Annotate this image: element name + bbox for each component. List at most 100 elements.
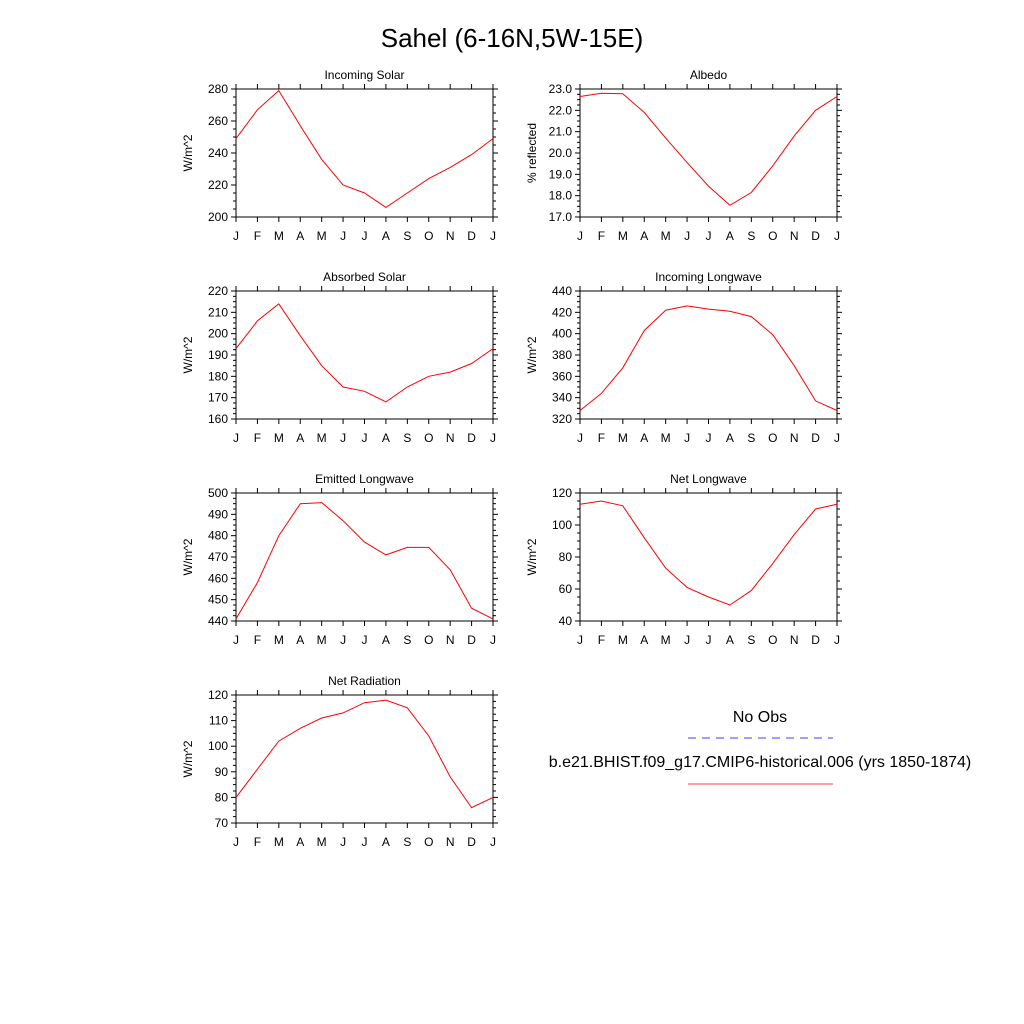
plot-frame	[235, 88, 494, 218]
x-tick-label: D	[467, 633, 476, 647]
y-tick-label: 80	[215, 790, 229, 804]
y-axis-label: W/m^2	[181, 134, 195, 171]
x-tick-label: O	[424, 835, 433, 849]
x-tick-label: F	[598, 229, 605, 243]
series-line	[579, 92, 838, 206]
y-tick-label: 480	[208, 529, 228, 543]
x-tick-label: M	[274, 431, 284, 445]
y-tick-label: 220	[208, 284, 228, 298]
x-tick-label: J	[490, 229, 496, 243]
series-line	[235, 699, 494, 809]
y-tick-label: 19.0	[549, 167, 573, 181]
y-axis-label: W/m^2	[525, 336, 539, 373]
x-tick-label: N	[446, 431, 455, 445]
x-tick-label: A	[296, 431, 304, 445]
y-tick-label: 200	[208, 327, 228, 341]
x-tick-label: M	[618, 229, 628, 243]
y-tick-label: 17.0	[549, 210, 573, 224]
chart-panel: Absorbed Solar W/m^2 160 170 180 190 200 210 220…	[181, 270, 498, 445]
x-tick-label: N	[790, 633, 799, 647]
chart-title: Incoming Longwave	[655, 270, 762, 284]
y-tick-label: 120	[552, 486, 572, 500]
x-tick-label: F	[598, 633, 605, 647]
y-tick-label: 380	[552, 348, 572, 362]
y-tick-label: 360	[552, 369, 572, 383]
y-tick-label: 80	[559, 550, 573, 564]
legend: No Obs b.e21.BHIST.f09_g17.CMIP6-histori…	[549, 709, 971, 785]
chart-title: Net Radiation	[328, 674, 401, 688]
x-tick-label: M	[274, 229, 284, 243]
x-tick-label: F	[254, 431, 261, 445]
x-tick-label: F	[598, 431, 605, 445]
y-tick-label: 340	[552, 391, 572, 405]
x-tick-label: J	[490, 633, 496, 647]
x-tick-label: J	[340, 431, 346, 445]
y-tick-label: 40	[559, 614, 573, 628]
y-axis-label: W/m^2	[181, 538, 195, 575]
y-tick-label: 470	[208, 550, 228, 564]
y-tick-label: 170	[208, 391, 228, 405]
y-tick-label: 160	[208, 412, 228, 426]
y-tick-label: 100	[552, 518, 572, 532]
x-tick-label: O	[424, 229, 433, 243]
y-tick-label: 23.0	[549, 82, 573, 96]
y-tick-label: 70	[215, 816, 229, 830]
x-tick-label: J	[577, 431, 583, 445]
x-tick-label: J	[233, 835, 239, 849]
x-tick-label: S	[403, 835, 411, 849]
x-tick-label: M	[661, 229, 671, 243]
x-tick-label: N	[446, 229, 455, 243]
y-axis-label: W/m^2	[525, 538, 539, 575]
x-tick-label: N	[790, 229, 799, 243]
y-axis-label: % reflected	[525, 123, 539, 183]
y-tick-label: 100	[208, 739, 228, 753]
plot-frame	[235, 492, 494, 622]
series-line	[235, 89, 494, 209]
x-tick-label: J	[834, 431, 840, 445]
x-tick-label: D	[467, 431, 476, 445]
y-tick-label: 110	[209, 714, 228, 728]
x-tick-label: A	[382, 229, 390, 243]
x-tick-label: S	[747, 633, 755, 647]
x-tick-label: M	[317, 633, 327, 647]
y-tick-label: 60	[559, 582, 573, 596]
x-tick-label: O	[768, 633, 777, 647]
y-tick-label: 260	[208, 114, 228, 128]
x-tick-label: J	[684, 431, 690, 445]
y-tick-label: 500	[208, 486, 228, 500]
x-tick-label: J	[577, 229, 583, 243]
x-tick-label: A	[382, 835, 390, 849]
y-tick-label: 21.0	[549, 125, 573, 139]
y-tick-label: 450	[208, 593, 228, 607]
y-tick-label: 440	[552, 284, 572, 298]
chart-title: Absorbed Solar	[323, 270, 406, 284]
chart-title: Emitted Longwave	[315, 472, 414, 486]
x-tick-label: D	[811, 431, 820, 445]
y-axis-label: W/m^2	[181, 336, 195, 373]
chart-panel: Incoming Longwave W/m^2 320 340 360 380 400 420…	[525, 270, 842, 445]
y-tick-label: 180	[208, 369, 228, 383]
chart-title: Incoming Solar	[324, 68, 404, 82]
x-tick-label: J	[684, 633, 690, 647]
series-line	[235, 303, 494, 403]
plot-frame	[235, 290, 494, 420]
x-tick-label: D	[467, 835, 476, 849]
x-tick-label: D	[467, 229, 476, 243]
x-tick-label: A	[726, 431, 734, 445]
x-tick-label: A	[640, 633, 648, 647]
x-tick-label: M	[274, 835, 284, 849]
x-tick-label: M	[661, 431, 671, 445]
x-tick-label: J	[577, 633, 583, 647]
y-axis-label: W/m^2	[181, 740, 195, 777]
x-tick-label: S	[403, 229, 411, 243]
y-tick-label: 240	[208, 146, 228, 160]
y-tick-label: 440	[208, 614, 228, 628]
x-tick-label: A	[640, 229, 648, 243]
chart-panel: Albedo % reflected 17.0 18.0 19.0 20.0 21.0 22.…	[525, 68, 842, 243]
y-tick-label: 20.0	[549, 146, 573, 160]
x-tick-label: A	[640, 431, 648, 445]
y-tick-label: 320	[552, 412, 572, 426]
